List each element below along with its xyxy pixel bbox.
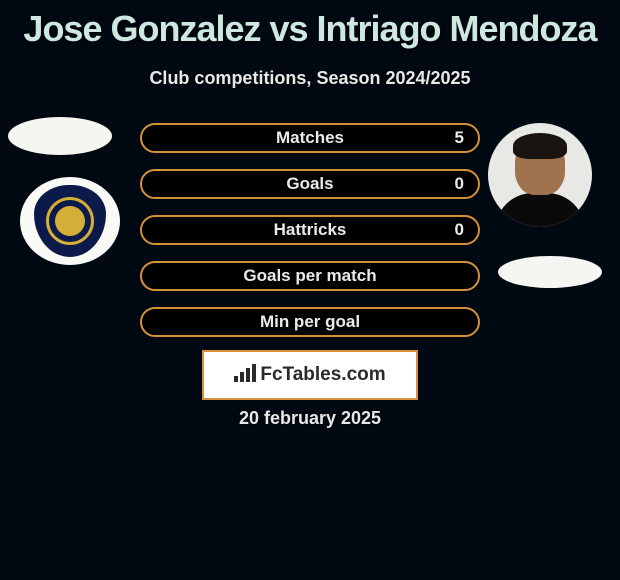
stat-value: 0 (455, 174, 464, 194)
stat-value: 0 (455, 220, 464, 240)
stat-label: Matches (276, 128, 344, 148)
person-body-icon (495, 193, 585, 227)
stat-row: Goals 0 (140, 169, 480, 199)
stats-table: Matches 5 Goals 0 Hattricks 0 Goals per … (140, 123, 480, 353)
stat-row: Hattricks 0 (140, 215, 480, 245)
stat-row: Matches 5 (140, 123, 480, 153)
brand-text: FcTables.com (260, 364, 385, 386)
comparison-title: Jose Gonzalez vs Intriago Mendoza (0, 0, 620, 50)
stat-label: Hattricks (274, 220, 347, 240)
stat-row: Min per goal (140, 307, 480, 337)
player1-avatar (8, 117, 112, 155)
stat-value: 5 (455, 128, 464, 148)
club-face-icon (55, 206, 85, 236)
player2-avatar (488, 123, 592, 227)
stat-label: Min per goal (260, 312, 360, 332)
player1-club-badge (20, 177, 120, 265)
chart-icon (234, 364, 256, 386)
player2-club-badge (498, 256, 602, 288)
stat-label: Goals per match (243, 266, 376, 286)
stat-label: Goals (286, 174, 333, 194)
season-subtitle: Club competitions, Season 2024/2025 (0, 68, 620, 89)
date-label: 20 february 2025 (0, 408, 620, 429)
brand-logo-box: FcTables.com (202, 350, 418, 400)
stat-row: Goals per match (140, 261, 480, 291)
club-shield-icon (34, 185, 106, 257)
club-ring-icon (46, 197, 94, 245)
person-hair-icon (513, 133, 567, 159)
